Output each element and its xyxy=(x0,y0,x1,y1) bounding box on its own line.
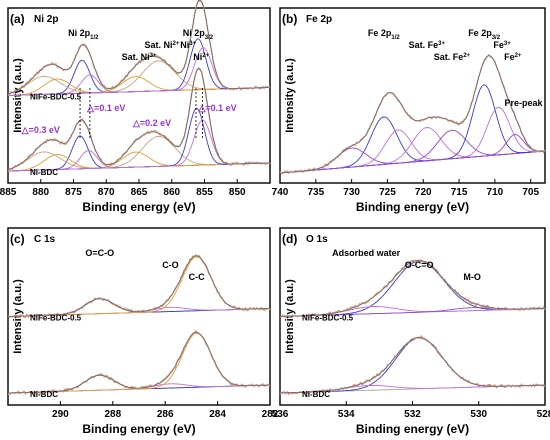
x-tick-label: 530 xyxy=(470,409,487,420)
fit-peak xyxy=(279,127,546,174)
axes-frame xyxy=(279,7,546,184)
peak-annotation: Pre-peak xyxy=(504,98,543,108)
fit-peak xyxy=(8,38,270,96)
x-axis-label: Binding energy (eV) xyxy=(82,422,195,436)
shift-label: △=0.3 eV xyxy=(21,125,60,135)
x-tick-label: 735 xyxy=(307,187,324,198)
sample-label: NiFe-BDC-0.5 xyxy=(30,314,82,323)
x-tick-label: 528 xyxy=(537,409,550,420)
x-tick-label: 870 xyxy=(98,187,115,198)
fit-peak xyxy=(8,60,270,96)
peak-annotation: Adsorbed water xyxy=(332,248,401,258)
fit-peak xyxy=(8,256,270,317)
panel-d: (d) O 1s 536 534 532 530 528 Binding energy (eV… xyxy=(272,227,550,436)
x-tick-label: 730 xyxy=(343,187,360,198)
sample-label: Ni-BDC xyxy=(302,390,330,399)
x-tick-label: 715 xyxy=(451,187,468,198)
peak-annotation: C-O xyxy=(162,260,179,270)
x-tick-label: 850 xyxy=(229,187,246,198)
shift-label: △=0.1 eV xyxy=(86,103,125,113)
sample-label: Ni-BDC xyxy=(30,390,58,399)
x-tick-label: 282 xyxy=(262,409,279,420)
x-tick-label: 885 xyxy=(0,187,17,198)
panel-label: (b) xyxy=(282,12,297,26)
peak-annotation: Sat. Fe3+ xyxy=(409,40,446,50)
x-tick-label: 880 xyxy=(32,187,49,198)
sample-label: NiFe-BDC-0.5 xyxy=(30,93,82,102)
peak-annotation: Ni3+ xyxy=(180,40,196,50)
peak-annotation: O-C=O xyxy=(405,260,434,270)
x-tick-label: 705 xyxy=(522,187,539,198)
peak-annotation: C-C xyxy=(189,272,205,282)
fit-peak xyxy=(279,134,545,174)
peak-annotation: Ni2+ xyxy=(193,52,209,62)
panel-title: Ni 2p xyxy=(34,14,58,25)
x-axis-label: Binding energy (eV) xyxy=(356,422,469,436)
sample-label: Ni-BDC xyxy=(30,168,58,177)
x-tick-label: 286 xyxy=(157,409,174,420)
panel-label: (a) xyxy=(10,12,25,26)
x-axis-label: Binding energy (eV) xyxy=(356,200,469,214)
x-tick-label: 875 xyxy=(65,187,82,198)
peak-annotation: Fe 2p1/2 xyxy=(368,28,401,41)
x-tick-label: 532 xyxy=(404,409,421,420)
x-tick-label: 740 xyxy=(272,187,289,198)
envelope xyxy=(280,336,545,394)
shift-label: △=0.1 eV xyxy=(197,103,236,113)
x-tick-label: 865 xyxy=(131,187,148,198)
fit-peak xyxy=(279,129,546,174)
x-tick-label: 860 xyxy=(163,187,180,198)
panel-c: (c) C 1s 290 288 286 284 282 Binding energy (eV… xyxy=(7,227,279,436)
shift-label: △=0.2 eV xyxy=(132,118,171,128)
sample-label: NiFe-BDC-0.5 xyxy=(302,314,354,323)
x-tick-label: 720 xyxy=(415,187,432,198)
envelope xyxy=(280,259,545,317)
panel-title: Fe 2p xyxy=(306,14,332,25)
peak-annotation: O=C-O xyxy=(85,248,114,258)
x-tick-label: 290 xyxy=(52,409,69,420)
peak-annotation: Sat. Ni2+ xyxy=(144,40,179,50)
x-tick-label: 288 xyxy=(104,409,121,420)
fit-peak xyxy=(279,129,546,174)
peak-annotation: Fe3+ xyxy=(493,40,511,50)
peak-annotation: M-O xyxy=(463,272,481,282)
peak-annotation: Fe2+ xyxy=(504,52,522,62)
x-tick-label: 855 xyxy=(196,187,213,198)
x-tick-label: 536 xyxy=(272,409,289,420)
raw-spectrum xyxy=(7,329,271,396)
envelope xyxy=(8,331,270,394)
panel-label: (d) xyxy=(282,232,297,246)
panel-label: (c) xyxy=(10,232,25,246)
peak-annotation: Sat. Ni3+ xyxy=(122,52,157,62)
panel-title: C 1s xyxy=(34,234,56,245)
raw-spectrum xyxy=(279,334,546,396)
x-tick-label: 710 xyxy=(487,187,504,198)
envelope xyxy=(8,255,270,317)
envelope xyxy=(7,0,270,95)
panel-title: O 1s xyxy=(306,234,328,245)
x-tick-label: 534 xyxy=(338,409,355,420)
raw-spectrum xyxy=(7,254,271,319)
fit-peak xyxy=(280,337,545,394)
x-tick-label: 725 xyxy=(379,187,396,198)
panel-b: (b) Fe 2p 740 735 730 725 720 715 710 705 Binding … xyxy=(272,7,546,214)
envelope xyxy=(7,67,270,170)
envelope xyxy=(279,55,546,174)
x-tick-label: 284 xyxy=(209,409,226,420)
peak-annotation: Sat. Fe2+ xyxy=(434,52,471,62)
panel-a: (a) Ni 2p 885 880 875 870 865 860 855 850 Binding … xyxy=(0,0,271,214)
peak-annotation: Ni 2p1/2 xyxy=(68,28,99,41)
y-axis-label: Intensity (a.u.) xyxy=(284,58,296,133)
x-axis-label: Binding energy (eV) xyxy=(82,200,195,214)
